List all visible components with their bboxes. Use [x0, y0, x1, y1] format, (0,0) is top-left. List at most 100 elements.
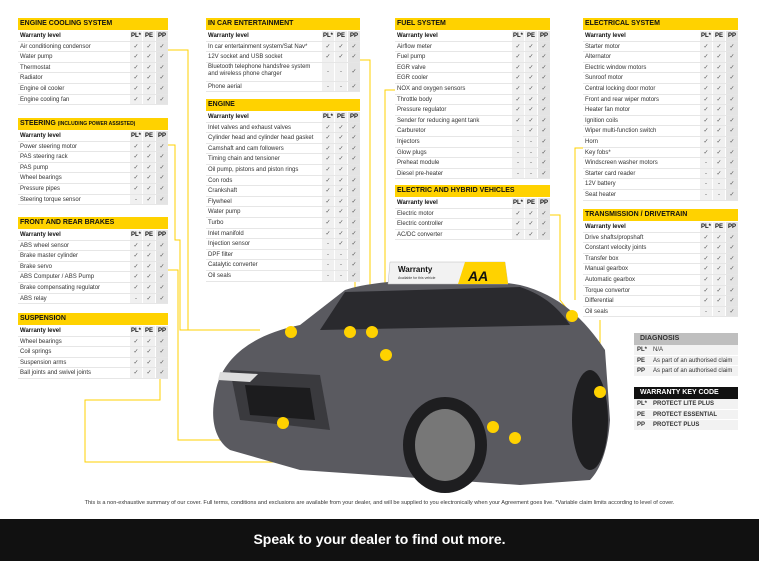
table-title-text: IN CAR ENTERTAINMENT	[208, 20, 294, 27]
column-header: PE	[525, 198, 537, 208]
cover-mark: ✓	[713, 264, 725, 274]
table-row: Turbo ✓ ✓ ✓	[206, 217, 360, 229]
cover-mark: ✓	[348, 52, 360, 62]
table-header-row: Warranty level PL* PE PP	[206, 112, 360, 123]
cover-mark: ✓	[700, 41, 712, 52]
column-header: PP	[348, 31, 360, 41]
component-name: ABS wheel sensor	[20, 242, 70, 249]
table-row: Sunroof motor ✓ ✓ ✓	[583, 73, 738, 84]
cover-mark: ✓	[322, 228, 334, 239]
cover-mark: ✓	[538, 147, 550, 158]
footer-cta: Speak to your dealer to find out more.	[0, 519, 759, 561]
cover-mark: ✓	[322, 175, 334, 186]
cover-mark: ✓	[335, 41, 347, 52]
cover-mark: ✓	[512, 219, 524, 229]
cover-mark: ✓	[726, 158, 738, 168]
component-name: 12V socket and USB socket	[208, 54, 283, 61]
cover-mark: ✓	[143, 293, 155, 304]
cover-mark: ✓	[156, 83, 168, 94]
cover-mark: ✓	[512, 115, 524, 126]
component-name: Drive shafts/propshaft	[585, 234, 644, 241]
cover-mark: ✓	[130, 282, 142, 293]
table-title: ELECTRICAL SYSTEM	[583, 18, 738, 30]
table-title: ENGINE	[206, 99, 360, 111]
cover-mark: ✓	[322, 41, 334, 52]
component-name: Coil springs	[20, 349, 52, 356]
warranty-table: ENGINE COOLING SYSTEM Warranty level PL* PE…	[18, 18, 168, 106]
cover-mark: ✓	[538, 136, 550, 147]
table-row: Oil pump, pistons and piston rings ✓ ✓ ✓	[206, 164, 360, 176]
component-name: ABS relay	[20, 295, 47, 302]
cover-mark: ✓	[143, 141, 155, 152]
key-description: As part of an authorised claim	[653, 357, 733, 364]
cover-mark: ✓	[700, 115, 712, 126]
cover-mark: ✓	[713, 232, 725, 243]
table-row: Glow plugs - - ✓	[395, 147, 550, 159]
table-row: Starter motor ✓ ✓ ✓	[583, 41, 738, 53]
cover-mark: ✓	[700, 136, 712, 147]
component-name: Brake compensating regulator	[20, 284, 101, 291]
table-title-text: ENGINE COOLING SYSTEM	[20, 20, 113, 27]
cover-mark: ✓	[713, 253, 725, 264]
component-name: Camshaft and cam followers	[208, 145, 284, 152]
cover-mark: ✓	[130, 162, 142, 173]
key-code: PL*	[637, 401, 648, 407]
table-row: AC/DC converter ✓ ✓ ✓	[395, 229, 550, 241]
column-header: PE	[143, 326, 155, 336]
hotspot-dots	[277, 310, 606, 444]
component-name: Manual gearbox	[585, 266, 629, 273]
table-header-row: Warranty level PL* PE PP	[18, 326, 168, 337]
table-row: Water pump ✓ ✓ ✓	[206, 207, 360, 218]
cover-mark: -	[700, 179, 712, 189]
cover-mark: ✓	[156, 357, 168, 368]
cover-mark: ✓	[726, 264, 738, 274]
cover-mark: ✓	[713, 126, 725, 136]
table-row: Engine cooling fan ✓ ✓ ✓	[18, 94, 168, 106]
table-row: Electric motor ✓ ✓ ✓	[395, 208, 550, 220]
cover-mark: ✓	[156, 368, 168, 378]
table-row: 12V socket and USB socket ✓ ✓ ✓	[206, 52, 360, 63]
cover-mark: ✓	[525, 73, 537, 83]
cover-mark: -	[322, 249, 334, 260]
component-name: Engine oil cooler	[20, 85, 65, 92]
component-name: Suspension arms	[20, 359, 67, 366]
cover-mark: ✓	[156, 183, 168, 194]
table-row: Throttle body ✓ ✓ ✓	[395, 94, 550, 106]
table-header-row: Warranty level PL* PE PP	[395, 198, 550, 209]
key-row: PE As part of an authorised claim	[634, 355, 738, 366]
cover-mark: ✓	[322, 122, 334, 133]
column-header: PE	[713, 31, 725, 41]
table-row: Steering torque sensor - ✓ ✓	[18, 194, 168, 206]
table-row: In car entertainment system/Sat Nav* ✓ ✓ ✓	[206, 41, 360, 53]
component-name: Thermostat	[20, 64, 51, 71]
table-header-row: Warranty level PL* PE PP	[18, 230, 168, 241]
key-code-title: WARRANTY KEY CODE	[634, 387, 738, 399]
table-title-text: TRANSMISSION / DRIVETRAIN	[585, 211, 688, 218]
cover-mark: ✓	[156, 141, 168, 152]
roof-sign-title: Warranty	[398, 265, 433, 274]
cover-mark: ✓	[143, 357, 155, 368]
cover-mark: ✓	[335, 175, 347, 186]
cover-mark: -	[335, 81, 347, 92]
cover-mark: ✓	[143, 152, 155, 162]
cover-mark: ✓	[700, 83, 712, 94]
cover-mark: ✓	[130, 94, 142, 105]
cover-mark: ✓	[156, 152, 168, 162]
cover-mark: ✓	[525, 115, 537, 126]
table-row: Differential ✓ ✓ ✓	[583, 296, 738, 307]
table-row: Inlet manifold ✓ ✓ ✓	[206, 228, 360, 240]
column-header: PL*	[130, 131, 142, 141]
cover-mark: ✓	[322, 217, 334, 228]
column-header: PP	[726, 31, 738, 41]
cover-mark: ✓	[726, 105, 738, 115]
column-header: PE	[143, 230, 155, 240]
cover-mark: ✓	[713, 158, 725, 168]
component-name: In car entertainment system/Sat Nav*	[208, 43, 308, 50]
cover-mark: ✓	[143, 347, 155, 357]
table-row: Ignition coils ✓ ✓ ✓	[583, 115, 738, 127]
cover-mark: ✓	[130, 62, 142, 73]
cover-mark: ✓	[130, 83, 142, 94]
cover-mark: -	[335, 62, 347, 81]
cover-mark: -	[525, 168, 537, 179]
cover-mark: ✓	[143, 94, 155, 105]
